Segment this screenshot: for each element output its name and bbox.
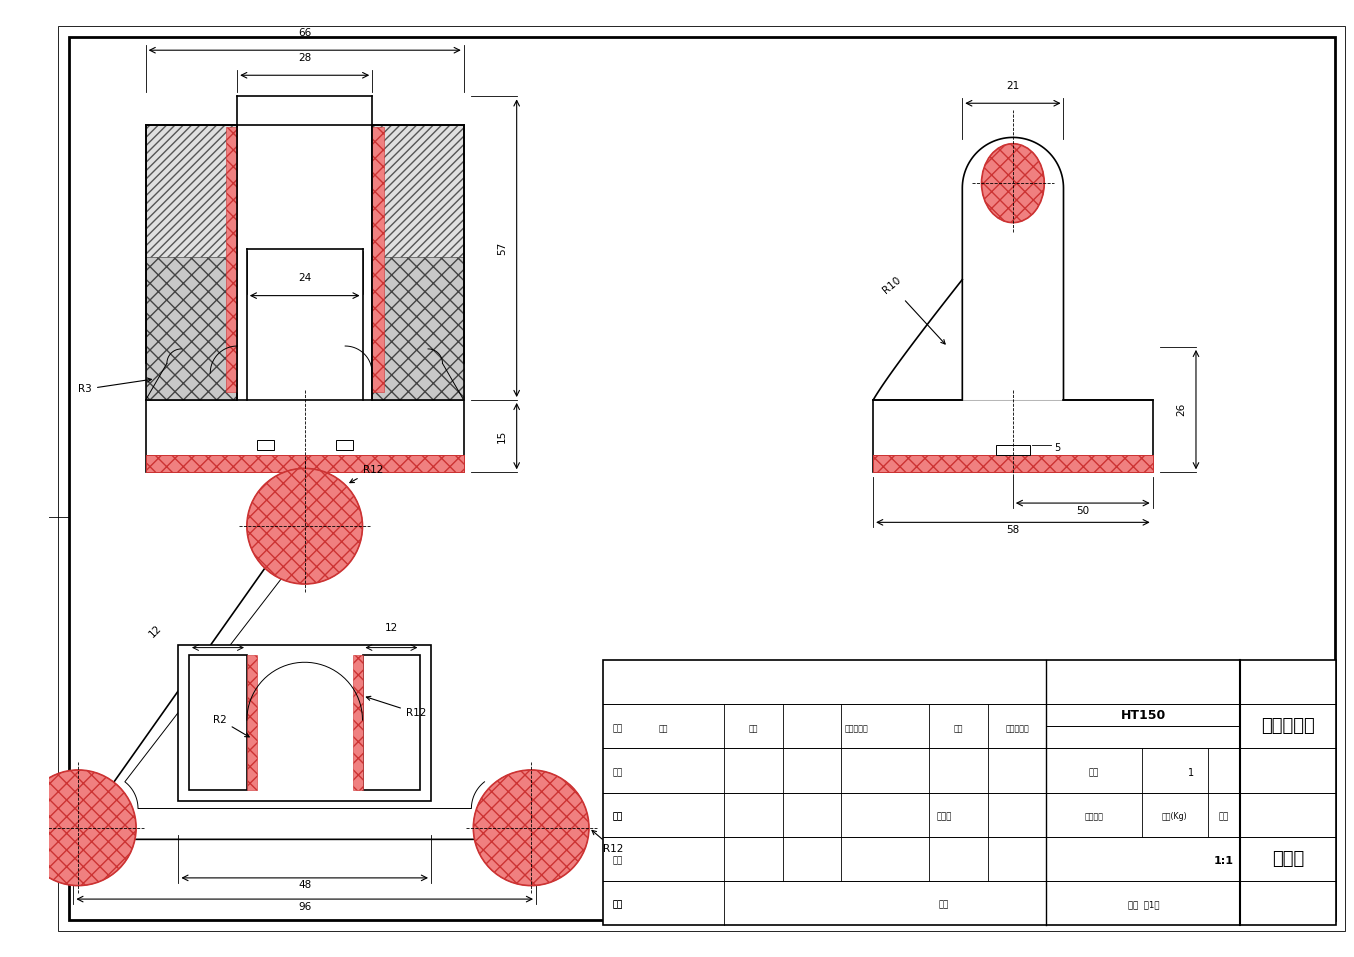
Text: HT150: HT150 [1121,709,1166,722]
Text: R10: R10 [880,276,945,344]
Text: 比例: 比例 [1219,812,1229,821]
Text: 50: 50 [1076,505,1090,516]
Text: 15: 15 [497,430,508,443]
Text: 21: 21 [1006,80,1020,91]
Text: 12: 12 [148,623,164,639]
Text: 58: 58 [1006,524,1020,535]
Text: 操纵杆支架: 操纵杆支架 [1261,718,1315,735]
Text: 更改文件号: 更改文件号 [844,724,868,733]
Bar [256,440,274,450]
Bar [372,125,463,257]
Text: 审核: 审核 [613,857,623,865]
Circle shape [246,468,363,584]
Text: 工艺: 工艺 [613,901,623,910]
Text: 1: 1 [1187,768,1194,778]
Text: 48: 48 [298,880,311,890]
Text: 24: 24 [298,273,311,283]
Text: 分区: 分区 [749,724,758,733]
Text: 26: 26 [1177,403,1186,416]
Bar [146,257,237,400]
Text: 标准化: 标准化 [936,812,952,821]
Bar [146,125,237,257]
Polygon shape [99,547,510,839]
Text: 数量: 数量 [1089,768,1099,777]
Text: R12: R12 [367,697,427,718]
Bar [146,125,237,400]
Text: 66: 66 [298,28,311,37]
Text: 阶段标记: 阶段标记 [1085,812,1104,821]
Text: 批准: 批准 [938,901,949,910]
Text: 工艺: 工艺 [613,901,623,910]
Bar [179,645,431,801]
Text: 96: 96 [298,901,311,912]
Bar [873,455,1152,472]
Text: 12: 12 [385,623,398,634]
Text: 57: 57 [497,241,508,255]
Bar [372,125,463,400]
Text: 设计: 设计 [613,812,623,821]
Text: 标记: 标记 [613,724,623,733]
Bar [873,400,1152,472]
Text: 共张  第1张: 共张 第1张 [1128,901,1159,910]
Bar [246,656,256,790]
Bar [146,455,463,472]
Ellipse shape [982,144,1044,223]
Bar [997,445,1030,455]
Text: 年、月、日: 年、月、日 [1005,724,1029,733]
Bar [336,440,353,450]
Bar [372,127,383,392]
Bar [873,455,1152,472]
Bar [353,656,363,790]
Bar [146,400,463,472]
Text: R12: R12 [592,831,624,854]
Text: 标记: 标记 [613,768,623,777]
Polygon shape [963,138,1063,400]
Bar [190,656,246,790]
Text: R12: R12 [349,465,383,482]
Bar [363,656,420,790]
Bar [372,257,463,400]
Circle shape [474,770,589,885]
Text: 设计: 设计 [613,812,623,821]
Bar [226,127,237,392]
Text: 签名: 签名 [953,724,963,733]
Text: 1:1: 1:1 [1215,857,1233,866]
Circle shape [20,770,135,885]
Text: R2: R2 [213,715,249,737]
Text: 处数: 处数 [659,724,669,733]
Bar [146,455,463,472]
Text: 毛胚图: 毛胚图 [1271,850,1304,868]
Bar [604,660,1335,925]
Text: 5: 5 [1053,443,1060,454]
Text: R3: R3 [79,378,152,394]
Text: 重量(Kg): 重量(Kg) [1162,812,1187,821]
Text: 28: 28 [298,53,311,63]
